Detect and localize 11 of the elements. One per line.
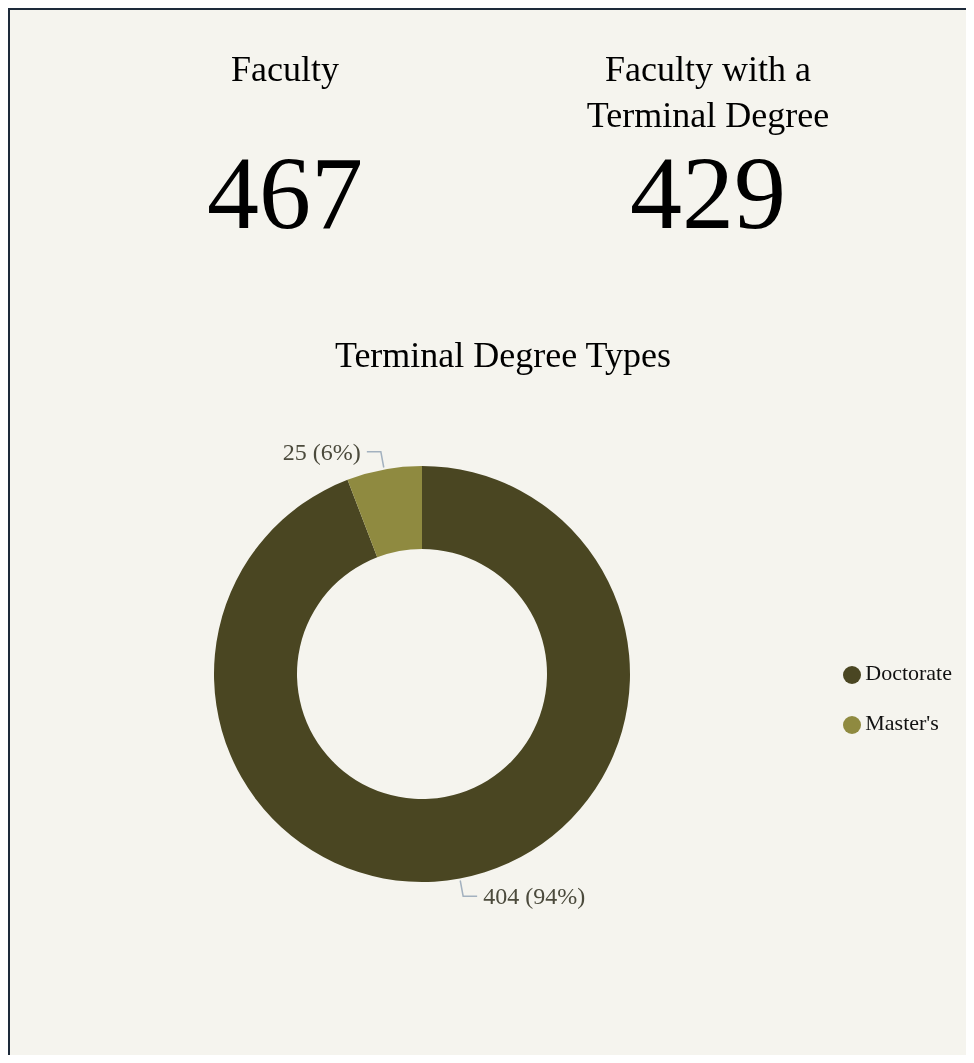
text: Faculty with a Terminal Degree bbox=[585, 48, 831, 137]
donut-slice bbox=[214, 466, 630, 882]
legend-label: Master's bbox=[865, 710, 939, 735]
data-label: 25 (6%) bbox=[282, 438, 361, 465]
chart-title: Terminal Degree Types bbox=[333, 334, 673, 377]
text: 429 bbox=[629, 135, 787, 250]
data-label: 404 (94%) bbox=[483, 883, 586, 910]
legend-label: Doctorate bbox=[865, 660, 952, 685]
text: Faculty bbox=[231, 48, 339, 91]
text: 467 bbox=[206, 135, 364, 250]
donut-slice bbox=[347, 466, 422, 558]
